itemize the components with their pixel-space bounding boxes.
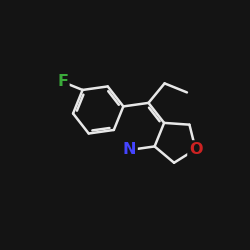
Text: N: N [123,142,136,158]
Text: O: O [189,142,202,157]
Text: F: F [57,74,68,89]
